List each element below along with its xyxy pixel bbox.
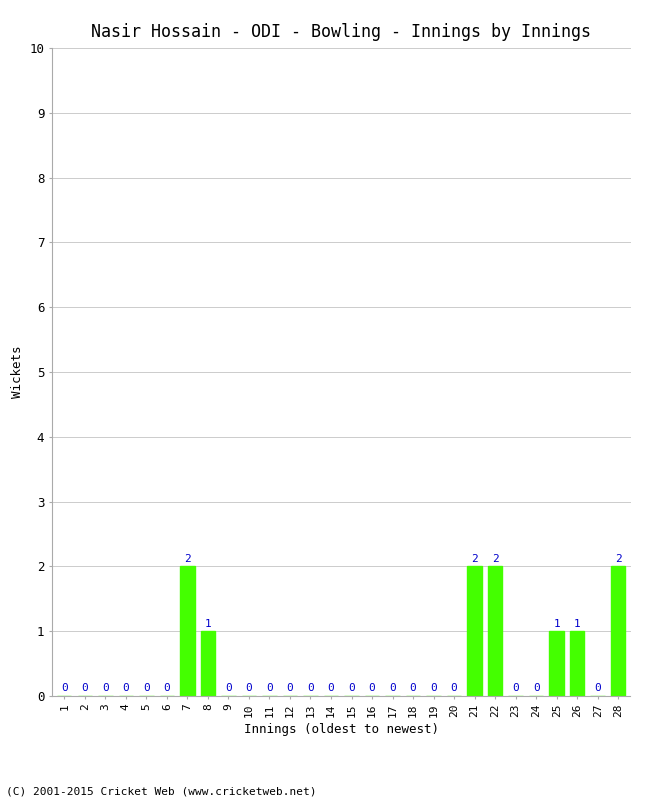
Text: 0: 0 [122, 683, 129, 694]
Text: 0: 0 [594, 683, 601, 694]
Text: 0: 0 [328, 683, 334, 694]
Text: 0: 0 [410, 683, 417, 694]
Text: 0: 0 [246, 683, 252, 694]
Text: 0: 0 [81, 683, 88, 694]
Text: 0: 0 [225, 683, 232, 694]
Bar [611, 566, 625, 696]
Bar [488, 566, 502, 696]
Bar [467, 566, 482, 696]
Text: 0: 0 [369, 683, 376, 694]
Y-axis label: Wickets: Wickets [11, 346, 24, 398]
Text: (C) 2001-2015 Cricket Web (www.cricketweb.net): (C) 2001-2015 Cricket Web (www.cricketwe… [6, 786, 317, 796]
Text: 0: 0 [164, 683, 170, 694]
Bar [180, 566, 194, 696]
Bar [549, 631, 564, 696]
Text: 2: 2 [471, 554, 478, 564]
Text: 2: 2 [492, 554, 499, 564]
Text: 1: 1 [574, 618, 580, 629]
Text: 0: 0 [61, 683, 68, 694]
Text: 2: 2 [615, 554, 621, 564]
Bar [570, 631, 584, 696]
Text: 1: 1 [553, 618, 560, 629]
Text: 0: 0 [287, 683, 293, 694]
Bar [201, 631, 215, 696]
Text: 0: 0 [389, 683, 396, 694]
Text: 0: 0 [512, 683, 519, 694]
Text: 0: 0 [450, 683, 458, 694]
Text: 0: 0 [533, 683, 540, 694]
Text: 0: 0 [143, 683, 150, 694]
Title: Nasir Hossain - ODI - Bowling - Innings by Innings: Nasir Hossain - ODI - Bowling - Innings … [91, 23, 592, 41]
Text: 0: 0 [102, 683, 109, 694]
X-axis label: Innings (oldest to newest): Innings (oldest to newest) [244, 722, 439, 736]
Text: 1: 1 [205, 618, 211, 629]
Text: 0: 0 [266, 683, 273, 694]
Text: 0: 0 [430, 683, 437, 694]
Text: 0: 0 [307, 683, 314, 694]
Text: 2: 2 [184, 554, 190, 564]
Text: 0: 0 [348, 683, 355, 694]
